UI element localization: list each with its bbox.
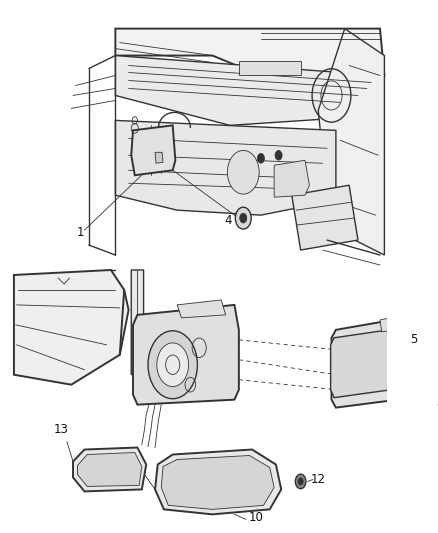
Text: 9: 9 <box>436 401 438 414</box>
Polygon shape <box>155 449 281 514</box>
Polygon shape <box>239 61 300 76</box>
Polygon shape <box>389 390 415 411</box>
Circle shape <box>298 478 303 485</box>
Circle shape <box>148 331 198 399</box>
Polygon shape <box>115 29 385 76</box>
Polygon shape <box>78 453 142 487</box>
Text: 13: 13 <box>53 423 68 436</box>
Circle shape <box>295 474 306 489</box>
Polygon shape <box>133 305 239 405</box>
Circle shape <box>227 150 259 194</box>
Polygon shape <box>331 330 393 398</box>
Circle shape <box>275 150 282 160</box>
Circle shape <box>157 343 189 386</box>
Circle shape <box>235 207 251 229</box>
Polygon shape <box>274 160 309 197</box>
Text: 12: 12 <box>311 473 326 486</box>
Polygon shape <box>177 300 226 318</box>
Polygon shape <box>292 185 358 250</box>
Text: 5: 5 <box>410 333 417 346</box>
Polygon shape <box>332 320 402 408</box>
Circle shape <box>417 398 427 412</box>
Circle shape <box>258 154 265 163</box>
Polygon shape <box>115 55 380 125</box>
Text: 4: 4 <box>225 214 232 227</box>
Polygon shape <box>318 29 385 255</box>
Polygon shape <box>131 125 175 175</box>
Polygon shape <box>115 120 336 215</box>
Polygon shape <box>14 270 129 385</box>
Polygon shape <box>161 456 274 510</box>
Polygon shape <box>380 315 408 332</box>
Polygon shape <box>155 152 163 163</box>
Text: 1: 1 <box>76 225 84 239</box>
Text: 10: 10 <box>249 511 264 524</box>
Circle shape <box>240 213 247 223</box>
Polygon shape <box>131 270 144 375</box>
Polygon shape <box>73 448 146 491</box>
Circle shape <box>420 401 425 408</box>
